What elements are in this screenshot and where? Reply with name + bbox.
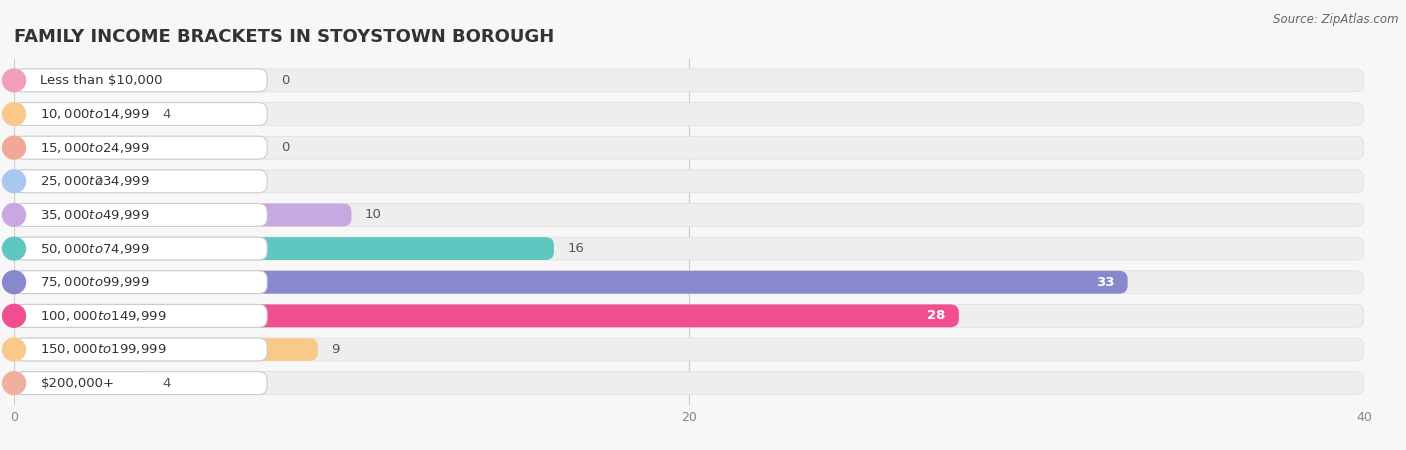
FancyBboxPatch shape (14, 372, 149, 395)
Text: 0: 0 (281, 74, 290, 87)
FancyBboxPatch shape (14, 237, 554, 260)
Text: FAMILY INCOME BRACKETS IN STOYSTOWN BOROUGH: FAMILY INCOME BRACKETS IN STOYSTOWN BORO… (14, 28, 554, 46)
Circle shape (3, 338, 25, 361)
FancyBboxPatch shape (14, 69, 267, 92)
Circle shape (3, 271, 25, 294)
Text: $10,000 to $14,999: $10,000 to $14,999 (41, 107, 150, 121)
FancyBboxPatch shape (14, 103, 1364, 126)
Circle shape (3, 136, 25, 159)
FancyBboxPatch shape (14, 203, 352, 226)
Text: $15,000 to $24,999: $15,000 to $24,999 (41, 141, 150, 155)
Circle shape (3, 69, 25, 92)
FancyBboxPatch shape (14, 237, 267, 260)
Text: $25,000 to $34,999: $25,000 to $34,999 (41, 174, 150, 188)
Circle shape (3, 237, 25, 260)
Text: 33: 33 (1095, 276, 1114, 289)
FancyBboxPatch shape (14, 304, 267, 327)
FancyBboxPatch shape (14, 170, 1364, 193)
Text: 4: 4 (163, 108, 172, 121)
Text: $35,000 to $49,999: $35,000 to $49,999 (41, 208, 150, 222)
Text: 4: 4 (163, 377, 172, 390)
FancyBboxPatch shape (14, 338, 1364, 361)
Text: 0: 0 (281, 141, 290, 154)
FancyBboxPatch shape (14, 237, 1364, 260)
FancyBboxPatch shape (14, 136, 267, 159)
Text: $50,000 to $74,999: $50,000 to $74,999 (41, 242, 150, 256)
FancyBboxPatch shape (14, 271, 1128, 294)
Text: 28: 28 (927, 309, 945, 322)
FancyBboxPatch shape (14, 271, 1364, 294)
Circle shape (3, 203, 25, 226)
Circle shape (3, 103, 25, 126)
Text: $100,000 to $149,999: $100,000 to $149,999 (41, 309, 167, 323)
Text: Source: ZipAtlas.com: Source: ZipAtlas.com (1274, 14, 1399, 27)
FancyBboxPatch shape (14, 103, 267, 126)
Circle shape (3, 372, 25, 395)
Text: $200,000+: $200,000+ (41, 377, 114, 390)
Text: 16: 16 (568, 242, 585, 255)
FancyBboxPatch shape (14, 103, 149, 126)
Text: 2: 2 (96, 175, 104, 188)
FancyBboxPatch shape (14, 170, 267, 193)
FancyBboxPatch shape (14, 170, 82, 193)
FancyBboxPatch shape (14, 203, 267, 226)
FancyBboxPatch shape (14, 69, 1364, 92)
FancyBboxPatch shape (14, 136, 1364, 159)
FancyBboxPatch shape (14, 372, 267, 395)
Text: 10: 10 (366, 208, 382, 221)
FancyBboxPatch shape (14, 304, 959, 327)
FancyBboxPatch shape (14, 271, 267, 294)
Text: $150,000 to $199,999: $150,000 to $199,999 (41, 342, 167, 356)
Text: 9: 9 (332, 343, 340, 356)
FancyBboxPatch shape (14, 304, 1364, 327)
Text: Less than $10,000: Less than $10,000 (41, 74, 163, 87)
FancyBboxPatch shape (14, 338, 318, 361)
FancyBboxPatch shape (14, 372, 1364, 395)
Text: $75,000 to $99,999: $75,000 to $99,999 (41, 275, 150, 289)
Circle shape (3, 304, 25, 327)
FancyBboxPatch shape (14, 203, 1364, 226)
FancyBboxPatch shape (14, 338, 267, 361)
Circle shape (3, 170, 25, 193)
